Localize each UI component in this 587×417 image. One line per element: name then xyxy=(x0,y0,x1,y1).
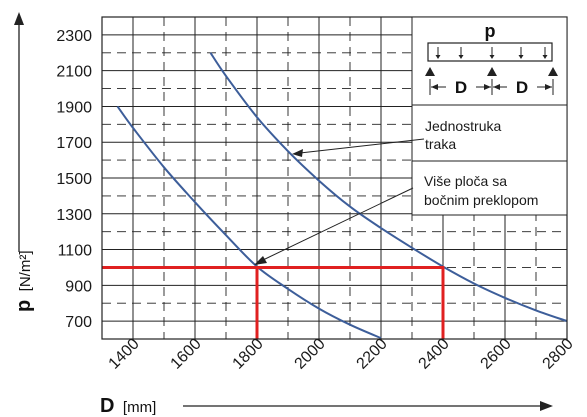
load-diagram-inset: p D D xyxy=(411,16,568,106)
annotation-multi-panel-arrowhead xyxy=(254,256,267,265)
annotation-multi-panel-line2: bočnim preklopom xyxy=(424,192,538,208)
y-tick-label: 1300 xyxy=(56,207,92,224)
series-line-multi-panel xyxy=(116,105,382,339)
annotation-single-strip-arrowhead xyxy=(292,149,303,157)
y-tick-label: 900 xyxy=(65,278,92,295)
annotation-single-strip-line1: Jednostruka xyxy=(425,118,501,134)
x-tick-label: 2000 xyxy=(292,335,329,372)
inset-load-label: p xyxy=(485,21,496,41)
x-tick-label: 2600 xyxy=(478,335,515,372)
inset-load-block xyxy=(427,42,553,62)
x-tick-label: 2200 xyxy=(354,335,391,372)
inset-span-label-1: D xyxy=(455,78,467,97)
y-tick-label: 1900 xyxy=(56,99,92,116)
y-tick-labels: 700 900 1100 1300 1500 1700 1900 2100 2300 xyxy=(56,28,92,331)
annotation-single-strip: Jednostruka traka xyxy=(292,104,568,162)
x-tick-label: 1400 xyxy=(106,335,143,372)
x-tick-label: 1800 xyxy=(230,335,267,372)
x-axis-symbol: D xyxy=(100,395,114,417)
series-line-single-strip xyxy=(209,52,567,323)
inset-span-label-2: D xyxy=(516,78,528,97)
y-tick-label: 1500 xyxy=(56,171,92,188)
x-axis-unit: [mm] xyxy=(123,399,156,416)
x-tick-label: 2800 xyxy=(540,335,577,372)
inset-load-arrows xyxy=(435,47,548,59)
x-tick-labels: 1400 1600 1800 2000 2200 2400 2600 2800 xyxy=(106,335,577,372)
annotation-multi-panel: Više ploča sa bočnim preklopom xyxy=(254,160,568,265)
svg-text:p [N/m²]: p [N/m²] xyxy=(13,251,35,313)
y-axis-symbol: p xyxy=(13,300,35,312)
y-tick-label: 1700 xyxy=(56,135,92,152)
red-reading-lines xyxy=(102,265,445,339)
y-tick-label: 2300 xyxy=(56,28,92,45)
inset-dimension-arrowheads xyxy=(431,84,552,90)
y-tick-label: 2100 xyxy=(56,64,92,81)
y-tick-label: 1100 xyxy=(58,243,93,260)
annotation-multi-panel-leader xyxy=(262,187,414,261)
y-axis-unit: [N/m²] xyxy=(17,251,34,292)
svg-text:D [mm]: D [mm] xyxy=(100,395,156,417)
annotation-multi-panel-line1: Više ploča sa xyxy=(424,173,507,189)
y-tick-label: 700 xyxy=(65,314,92,331)
x-axis-title: D [mm] xyxy=(100,395,553,417)
x-tick-label: 2400 xyxy=(416,335,453,372)
annotation-single-strip-leader xyxy=(299,138,425,154)
inset-supports xyxy=(425,67,558,76)
annotation-single-strip-line2: traka xyxy=(425,136,456,152)
x-tick-label: 1600 xyxy=(168,335,205,372)
y-axis-title: p [N/m²] xyxy=(13,12,35,312)
curves xyxy=(116,52,567,339)
